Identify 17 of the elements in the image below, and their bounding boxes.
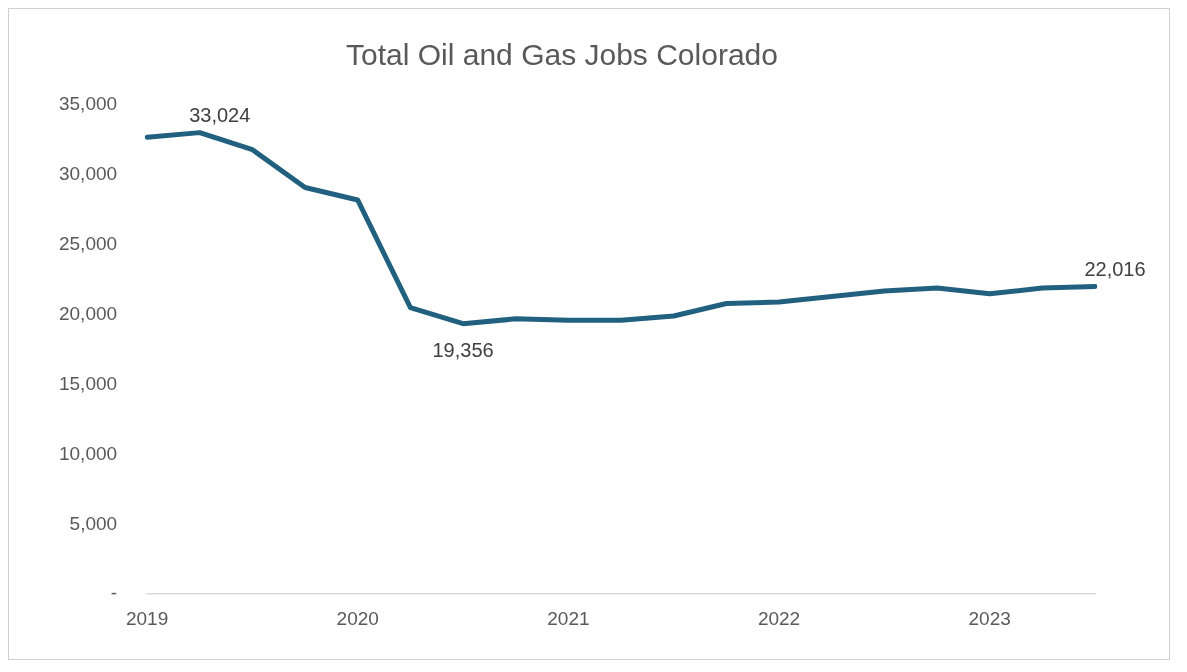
x-tick-label: 2023 <box>968 607 1011 629</box>
x-tick-label: 2019 <box>125 607 169 629</box>
y-tick-label: - <box>110 582 118 604</box>
y-tick-label: 10,000 <box>58 442 118 464</box>
chart-title: Total Oil and Gas Jobs Colorado <box>346 38 778 72</box>
y-tick-label: 35,000 <box>58 93 118 115</box>
y-tick-label: 5,000 <box>69 512 118 534</box>
x-tick-label: 2021 <box>547 607 590 629</box>
x-tick-label: 2020 <box>336 607 379 629</box>
y-tick-label: 25,000 <box>58 233 118 255</box>
data-label: 19,356 <box>432 339 494 362</box>
y-tick-label: 30,000 <box>58 163 118 185</box>
data-label: 33,024 <box>189 104 251 127</box>
data-label: 22,016 <box>1084 257 1146 280</box>
y-tick-label: 20,000 <box>58 302 118 324</box>
y-tick-label: 15,000 <box>58 372 118 394</box>
x-tick-label: 2022 <box>757 607 801 629</box>
